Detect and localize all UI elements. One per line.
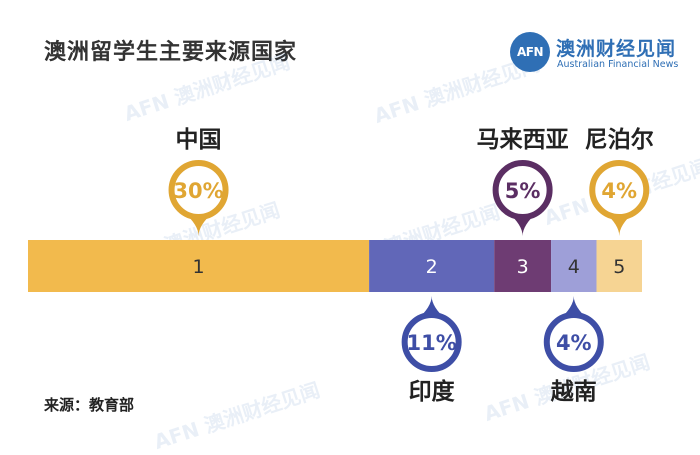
chart-title: 澳洲留学生主要来源国家 [44,40,298,65]
value-label: 5% [505,179,541,203]
category-label: 中国 [176,127,222,153]
afn-logo-icon: AFN [510,32,550,72]
bar-index-label: 2 [426,256,438,278]
logo-chinese-name: 澳洲财经见闻 [556,38,677,60]
bar-segment-4 [551,240,597,292]
logo-english-name: Australian Financial News [557,59,679,70]
bar-segment-5 [596,240,642,292]
category-label: 马来西亚 [477,127,569,153]
marker-bubble [401,312,462,372]
value-label: 11% [407,331,457,355]
marker-bubble [492,160,553,220]
marker-bubble [168,160,229,220]
category-label: 印度 [409,378,456,405]
category-label: 尼泊尔 [585,126,654,153]
marker-bubble [543,312,604,372]
value-label: 30% [173,179,223,203]
marker-bubble [589,160,650,220]
bar-index-label: 5 [613,256,625,278]
value-label: 4% [556,331,592,355]
afn-logo: AFN 澳洲财经见闻 Australian Financial News [510,32,680,76]
bar-index-label: 1 [193,256,205,278]
bar-segment-1 [28,240,370,292]
bar-segment-3 [494,240,552,292]
value-label: 4% [601,179,637,203]
category-label: 越南 [551,379,597,405]
bar-segment-2 [369,240,495,292]
bar-index-label: 3 [517,256,529,278]
bar-index-label: 4 [568,256,580,278]
source-note: 来源：教育部 [44,396,135,414]
